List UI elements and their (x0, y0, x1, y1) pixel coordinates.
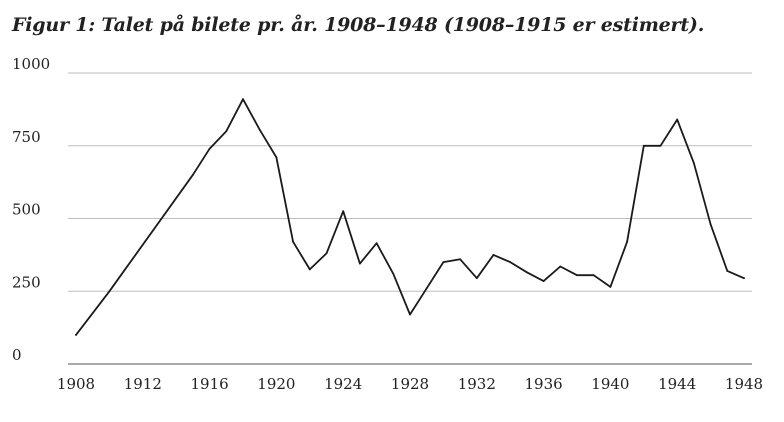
chart-title: Figur 1: Talet på bilete pr. år. 1908–19… (12, 14, 705, 36)
y-axis-tick-labels: 0 250 500 750 1000 (12, 55, 50, 364)
data-point (359, 262, 361, 265)
data-point (442, 261, 445, 264)
x-axis-tick-labels: 1908 1912 1916 1920 1924 1928 1932 1936 1940 1944… (57, 375, 763, 393)
data-point (208, 147, 211, 150)
data-point (743, 277, 745, 280)
data-point (308, 268, 311, 271)
x-tick-label: 1920 (257, 375, 295, 393)
data-point (459, 258, 461, 261)
y-tick-label: 250 (12, 273, 41, 291)
x-tick-label: 1916 (191, 375, 229, 393)
y-tick-label: 1000 (12, 55, 50, 73)
data-point (542, 280, 545, 282)
series-line (75, 98, 745, 336)
data-point (693, 162, 695, 165)
y-tick-label: 500 (12, 201, 41, 219)
y-tick-label: 0 (12, 346, 22, 364)
data-point (292, 240, 294, 243)
data-point (192, 173, 194, 176)
data-point (375, 242, 378, 245)
data-point (726, 269, 729, 272)
data-point (275, 156, 278, 159)
data-point (258, 128, 261, 131)
data-point (659, 144, 662, 147)
data-point (676, 118, 679, 121)
data-point (225, 130, 228, 133)
y-tick-label: 750 (12, 128, 41, 146)
data-point (425, 287, 428, 290)
gridlines (68, 72, 752, 365)
data-point (626, 240, 628, 243)
data-point (475, 277, 478, 280)
data-point (75, 334, 77, 336)
data-point (325, 252, 328, 255)
x-tick-label: 1944 (658, 375, 696, 393)
data-point (509, 261, 512, 264)
data-point (342, 210, 345, 213)
x-tick-label: 1940 (591, 375, 629, 393)
data-point (609, 285, 612, 288)
data-point (642, 144, 645, 147)
data-point (576, 274, 578, 277)
data-point (709, 223, 712, 226)
data-point (108, 290, 111, 293)
x-tick-label: 1928 (391, 375, 429, 393)
data-point (392, 272, 395, 275)
series-layer (75, 98, 745, 336)
x-tick-label: 1948 (725, 375, 763, 393)
data-point (242, 98, 244, 101)
x-tick-label: 1908 (57, 375, 95, 393)
data-point (559, 265, 562, 268)
data-point (492, 253, 495, 256)
data-point (409, 313, 411, 316)
x-tick-label: 1936 (525, 375, 563, 393)
data-point (592, 274, 595, 277)
x-tick-label: 1912 (124, 375, 162, 393)
x-tick-label: 1924 (324, 375, 362, 393)
x-tick-label: 1932 (458, 375, 496, 393)
data-point (526, 271, 528, 274)
